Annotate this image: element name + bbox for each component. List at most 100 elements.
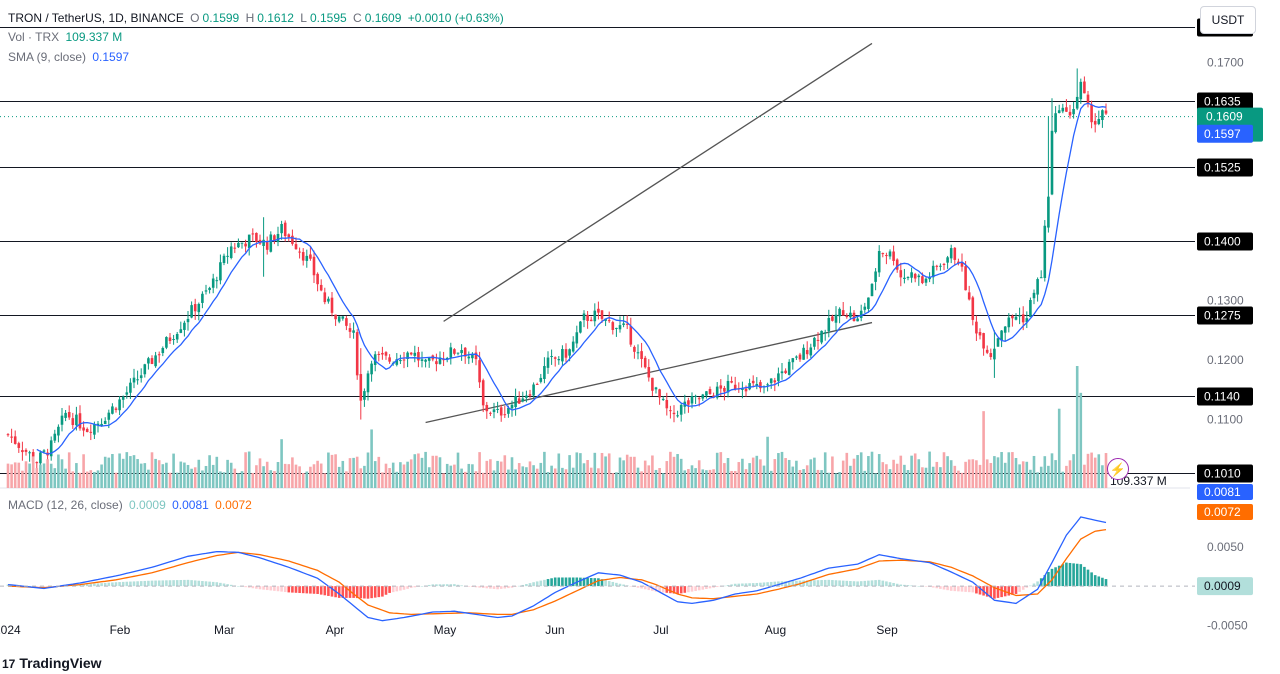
volume-bar (118, 453, 121, 488)
candle-body (1068, 111, 1072, 116)
macd-histogram-bar (597, 578, 600, 587)
candle-body (312, 256, 316, 276)
volume-bar (550, 465, 553, 488)
macd-histogram-bar (381, 586, 384, 597)
level-badge: 0.1635 (1204, 95, 1241, 109)
macd-histogram-bar (276, 586, 280, 592)
macd-histogram-bar (1086, 569, 1090, 587)
macd-histogram-bar (363, 586, 366, 599)
volume-bar (75, 463, 78, 488)
volume-bar (211, 464, 215, 488)
volume-bar (147, 469, 150, 488)
volume-bar (931, 466, 935, 488)
candle-body (269, 234, 273, 252)
macd-histogram-bar (769, 581, 773, 587)
candle-body (1083, 81, 1086, 94)
candle-body (870, 283, 874, 297)
volume-bar (906, 469, 910, 488)
volume-bar (867, 456, 870, 488)
macd-histogram-bar (496, 586, 499, 590)
candle-body (1050, 130, 1054, 195)
candle-body (787, 361, 791, 375)
candle-body (795, 356, 798, 358)
volume-bar (759, 459, 762, 488)
volume-bar (802, 469, 805, 488)
candle-body (21, 450, 24, 453)
macd-histogram-bar (114, 582, 118, 587)
macd-histogram-bar (460, 585, 463, 587)
candle-body (301, 252, 305, 261)
volume-bar (154, 458, 157, 488)
candle-body (676, 415, 679, 417)
signal-badge-bg (1197, 504, 1253, 520)
volume-bar (791, 466, 795, 488)
macd-histogram-bar (280, 586, 283, 592)
candle-body (193, 304, 197, 312)
volume-bar (53, 468, 57, 488)
volume-bar (265, 461, 269, 488)
volume-bar (57, 454, 60, 488)
volume-bar (597, 468, 600, 488)
volume-bar (485, 460, 489, 488)
macd-histogram-bar (157, 580, 161, 587)
volume-bar (337, 466, 341, 488)
candle-body (17, 443, 21, 448)
volume-bar (499, 461, 503, 488)
volume-bar (892, 459, 895, 488)
volume-bar (589, 467, 593, 488)
volume-bar (535, 468, 539, 488)
price-axis-label: 0.1100 (1207, 413, 1243, 427)
macd-histogram-bar (1090, 572, 1093, 587)
candle-body (964, 266, 967, 291)
candle-body (395, 359, 399, 365)
currency-button[interactable]: USDT (1200, 6, 1256, 34)
volume-bar (373, 461, 377, 488)
volume-bar (503, 455, 507, 488)
volume-bar (831, 456, 834, 488)
candle-body (316, 273, 319, 285)
candle-body (1093, 120, 1097, 125)
macd-histogram-bar (154, 580, 157, 587)
volume-bar (579, 453, 582, 488)
macd-histogram-bar (672, 586, 676, 594)
candle-body (165, 337, 168, 348)
volume-bar (60, 459, 64, 488)
candle-body (291, 235, 294, 244)
volume-bar (726, 457, 730, 488)
macd-histogram-bar (755, 582, 759, 587)
candle-body (543, 366, 546, 379)
volume-bar (705, 470, 708, 488)
volume-bar (514, 469, 517, 488)
volume-bar (723, 463, 726, 488)
volume-bar (769, 470, 773, 488)
macd-histogram-bar (1021, 586, 1025, 590)
volume-bar (856, 455, 859, 488)
volume-bar (107, 457, 111, 488)
candle-body (982, 333, 985, 349)
candle-body (35, 462, 39, 464)
candle-body (118, 399, 121, 411)
candle-body (960, 262, 964, 267)
volume-bar (179, 461, 183, 488)
volume-bar (989, 462, 993, 488)
candle-body (377, 353, 381, 355)
candle-body (1043, 225, 1047, 278)
macd-histogram-bar (485, 586, 489, 589)
candle-body (67, 412, 71, 418)
volume-bar (352, 457, 355, 488)
lightning-icon[interactable]: ⚡ (1107, 458, 1129, 480)
macd-histogram-bar (46, 586, 49, 587)
volume-bar (28, 463, 31, 488)
macd-histogram-bar (355, 586, 359, 599)
macd-signal-value: 0.0072 (215, 498, 252, 512)
macd-histogram-bar (561, 577, 564, 587)
candle-body (388, 357, 391, 362)
candle-body (78, 413, 82, 429)
macd-histogram-bar (816, 580, 820, 587)
candle-body (442, 359, 445, 361)
macd-histogram-bar (975, 586, 978, 594)
candle-body (949, 248, 953, 259)
macd-histogram-bar (226, 584, 229, 587)
macd-histogram-bar (733, 583, 737, 587)
